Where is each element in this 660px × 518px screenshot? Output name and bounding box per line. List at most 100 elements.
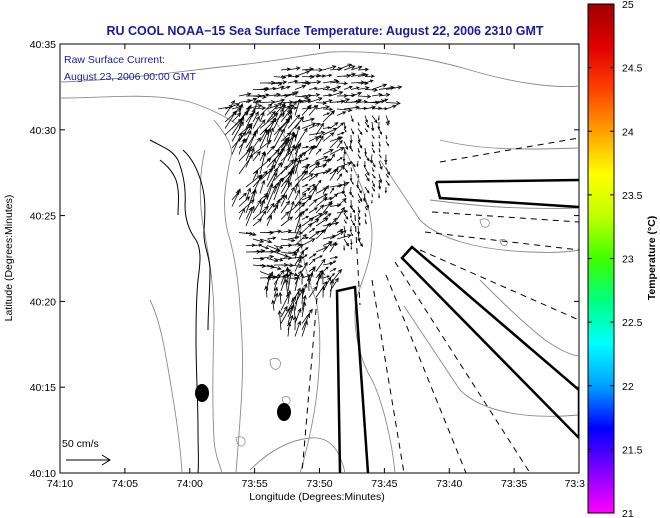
- current-vector: [364, 173, 370, 182]
- current-vector: [259, 179, 266, 194]
- current-vector: [371, 173, 376, 179]
- current-vector: [343, 141, 349, 151]
- current-vector: [278, 291, 283, 305]
- current-vector: [308, 173, 319, 181]
- current-vector: [364, 74, 376, 79]
- current-vector: [271, 299, 276, 311]
- current-vector: [336, 228, 344, 233]
- current-vector: [336, 161, 353, 168]
- current-vector: [349, 186, 353, 196]
- current-vector: [343, 160, 346, 166]
- current-vector: [364, 219, 367, 225]
- current-vector: [320, 270, 325, 285]
- current-vector: [284, 278, 289, 298]
- current-vector: [273, 165, 289, 181]
- current-vector: [252, 99, 259, 116]
- current-vector: [349, 225, 353, 233]
- current-vector: [350, 98, 363, 103]
- y-tick-label: 40:10: [30, 468, 56, 480]
- current-vector: [315, 148, 322, 155]
- current-vector: [301, 173, 314, 181]
- current-vector: [385, 173, 389, 179]
- current-vector: [259, 129, 269, 149]
- current-vector: [224, 100, 235, 116]
- current-vector: [363, 160, 367, 169]
- current-vector: [385, 134, 388, 140]
- current-vector: [315, 196, 328, 207]
- current-vector: [273, 138, 288, 155]
- current-vector: [315, 85, 331, 90]
- current-vector: [294, 258, 302, 272]
- current-vector: [321, 285, 326, 298]
- x-tick-label: 74:05: [112, 478, 138, 490]
- current-vector: [329, 147, 345, 155]
- current-vector: [287, 263, 304, 269]
- current-vector: [273, 177, 283, 201]
- colorbar-tick-label: 21: [622, 508, 634, 518]
- current-vector: [266, 101, 283, 116]
- current-vector: [266, 127, 274, 149]
- current-vector: [294, 153, 303, 175]
- current-vector: [371, 186, 376, 192]
- current-vector: [294, 189, 300, 201]
- current-vector: [315, 105, 331, 110]
- current-vector: [301, 215, 310, 220]
- current-vector: [350, 232, 354, 237]
- current-vector: [273, 269, 285, 285]
- x-tick-label: 73:35: [501, 478, 527, 490]
- current-vector: [322, 200, 333, 214]
- current-vector: [362, 193, 366, 202]
- current-vector: [301, 187, 311, 194]
- current-vector: [287, 276, 299, 280]
- current-vector: [322, 132, 335, 142]
- current-vector: [371, 180, 375, 188]
- current-vector: [266, 214, 272, 227]
- current-vector: [357, 212, 361, 221]
- x-tick-label: 73:45: [371, 478, 397, 490]
- current-vector: [377, 180, 382, 190]
- current-vector: [252, 94, 267, 99]
- current-vector: [259, 151, 267, 175]
- y-tick-label: 40:30: [30, 125, 56, 137]
- x-tick-label: 73:40: [436, 478, 462, 490]
- current-vector: [294, 144, 300, 162]
- current-vector: [350, 180, 354, 185]
- current-vector: [315, 255, 323, 259]
- scale-arrow: [66, 454, 111, 466]
- current-vector: [287, 144, 296, 162]
- current-vector: [259, 210, 267, 220]
- current-vector: [350, 193, 354, 198]
- current-vector: [315, 134, 322, 142]
- current-vector: [273, 128, 285, 149]
- current-vector: [322, 128, 338, 136]
- current-vector: [384, 186, 388, 194]
- current-vector: [294, 274, 300, 292]
- current-vector: [336, 122, 345, 129]
- current-vector: [357, 81, 369, 86]
- current-vector: [252, 256, 265, 261]
- current-vector: [294, 290, 301, 311]
- current-vector: [357, 128, 363, 136]
- current-vector: [343, 65, 356, 71]
- current-vector: [350, 91, 363, 97]
- current-vector: [315, 193, 329, 201]
- current-vector: [294, 210, 306, 220]
- shipping-lanes-dashed: [301, 137, 579, 473]
- current-vector: [343, 225, 347, 234]
- current-vector: [287, 165, 295, 188]
- current-vector: [252, 137, 261, 149]
- colorbar-tick-label: 22: [622, 381, 634, 393]
- current-vector: [322, 221, 340, 227]
- current-vector: [301, 122, 317, 129]
- current-vector: [231, 112, 242, 123]
- current-vector: [322, 126, 332, 130]
- current-vector: [245, 232, 257, 236]
- current-vector: [301, 117, 315, 123]
- current-vector: [336, 81, 349, 86]
- current-vector: [322, 241, 333, 253]
- current-vector: [378, 147, 381, 153]
- current-vector: [300, 272, 305, 285]
- x-tick-label: 73:55: [241, 478, 267, 490]
- current-vector: [357, 193, 363, 203]
